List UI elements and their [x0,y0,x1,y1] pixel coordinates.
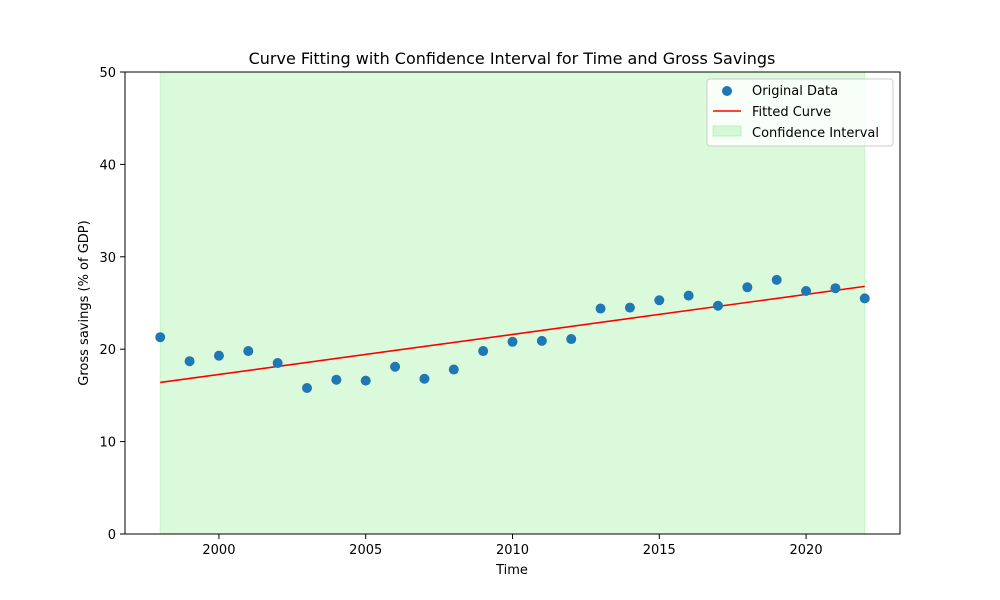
data-point [683,290,694,301]
data-point [155,332,166,343]
data-point-layer [155,274,870,394]
plot-area [124,71,901,535]
x-tick-label: 2010 [496,543,529,558]
data-point [830,283,841,294]
y-tick-label: 20 [99,343,116,358]
legend-label-confidence-interval: Confidence Interval [752,126,879,141]
data-point [566,334,577,345]
legend: Original Data Fitted Curve Confidence In… [706,78,894,147]
y-axis-label: Gross savings (% of GDP) [77,220,92,385]
y-tick-label: 0 [108,528,116,543]
chart-title: Curve Fitting with Confidence Interval f… [249,49,776,68]
x-tick-label: 2000 [202,543,235,558]
legend-marker-original-data [722,86,732,96]
x-tick-label: 2020 [790,543,823,558]
y-tick-label: 30 [99,251,116,266]
y-axis: 0 10 20 30 40 50 [99,66,125,543]
data-point [448,364,459,375]
x-tick-label: 2015 [643,543,676,558]
data-point [272,358,283,369]
data-point [536,335,547,346]
legend-label-fitted-curve: Fitted Curve [752,105,831,120]
legend-label-original-data: Original Data [752,84,838,99]
data-point [801,285,812,296]
y-tick-label: 50 [99,66,116,81]
data-point [742,282,753,293]
legend-marker-confidence-interval [712,125,742,137]
data-point [507,336,518,347]
data-point [859,293,870,304]
data-point [360,375,371,386]
data-point [213,350,224,361]
data-point [419,373,430,384]
data-point [654,295,665,306]
x-axis: 2000 2005 2010 2015 2020 [202,534,823,558]
y-tick-label: 10 [99,436,116,451]
data-point [712,300,723,311]
data-point [331,374,342,385]
y-tick-label: 40 [99,158,116,173]
data-point [624,302,635,313]
data-point [184,356,195,367]
data-point [595,303,606,314]
legend-frame [706,78,894,147]
data-point [771,274,782,285]
data-point [390,361,401,372]
x-tick-label: 2005 [349,543,382,558]
data-point [302,383,313,394]
data-point [478,346,489,357]
x-axis-label: Time [495,563,528,578]
data-point [243,346,254,357]
